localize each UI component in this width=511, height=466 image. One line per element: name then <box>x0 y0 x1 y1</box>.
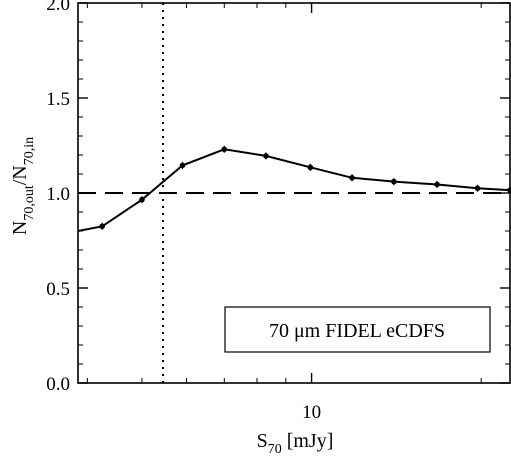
y-tick-label: 0.0 <box>46 374 70 395</box>
y-axis-label-part2: /N <box>9 165 31 185</box>
x-axis-label-sub: 70 <box>268 442 282 457</box>
x-axis-label-main: S <box>257 430 268 452</box>
y-axis-label-part1: N <box>9 221 31 235</box>
y-axis-label-sub2: 70,in <box>22 137 37 165</box>
data-point <box>263 153 269 159</box>
y-axis-label: N70,out/N70,in <box>9 137 37 235</box>
data-point <box>139 196 145 203</box>
series-layer <box>77 145 511 232</box>
data-point <box>221 146 228 153</box>
x-axis-label: S70 [mJy] <box>257 430 334 457</box>
data-point <box>474 185 481 192</box>
y-tick-label: 0.5 <box>46 279 70 300</box>
x-tick-label: 10 <box>302 402 321 423</box>
data-point <box>307 164 314 171</box>
axis-ticks: 0.0 0.5 1.0 1.5 2.0 10 <box>46 0 510 423</box>
data-point <box>99 223 105 230</box>
series-line <box>77 148 511 232</box>
data-point <box>434 181 440 188</box>
x-axis-label-units: [mJy] <box>282 430 334 452</box>
y-tick-label: 1.5 <box>46 89 70 110</box>
data-point <box>349 175 355 181</box>
data-point <box>179 162 186 169</box>
y-tick-label: 1.0 <box>46 184 70 205</box>
legend-text: 70 μm FIDEL eCDFS <box>269 320 445 342</box>
y-tick-label: 2.0 <box>46 0 70 15</box>
legend-box: 70 μm FIDEL eCDFS <box>224 306 491 353</box>
y-axis-label-sub1: 70,out <box>22 185 37 221</box>
legend-frame <box>224 306 491 353</box>
data-point <box>391 178 397 185</box>
